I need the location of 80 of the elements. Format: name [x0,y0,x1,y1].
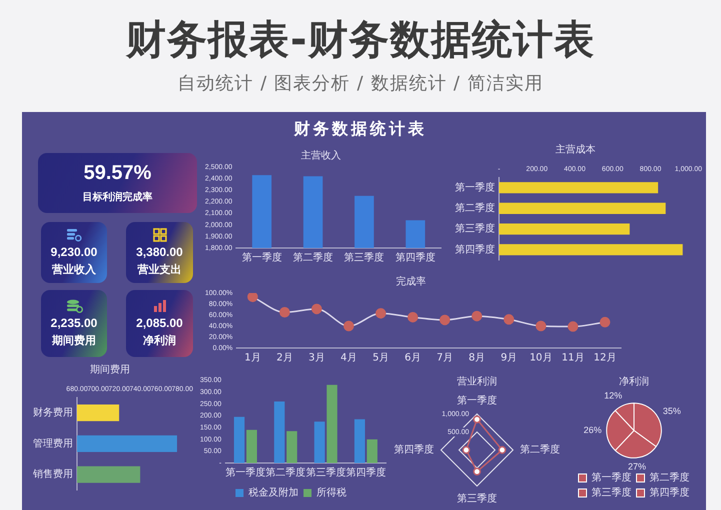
chart-title: 主营收入 [301,150,341,162]
y-tick-label: 销售费用 [32,468,73,480]
bar [499,202,666,214]
bar [326,384,338,463]
legend-label: 第四季度 [650,486,690,499]
data-label: 12% [604,390,622,400]
chart-title: 主营成本 [556,144,596,156]
y-tick-label: 第二季度 [455,202,495,214]
x-tick-label: 2月 [276,352,293,364]
point [536,320,546,332]
data-label: 35% [662,406,681,416]
x-tick-label: 1月 [244,352,261,364]
x-tick-label: 第四季度 [346,466,386,479]
y-tick-label: 第三季度 [455,222,495,235]
chart-title: 期间费用 [90,364,130,376]
point [504,314,514,325]
point [408,312,418,322]
point [343,320,354,332]
text: 财务数据统计表 [294,119,427,138]
y-tick-label: 第四季度 [455,243,495,256]
x-tick-label: 第一季度 [242,252,282,264]
text: 营业收入 [52,263,96,277]
x-tick-label: 第一季度 [225,466,266,479]
x-tick-label: 9月 [500,352,518,364]
bar [314,422,325,463]
point [376,308,386,319]
x-tick-label: 第二季度 [266,466,306,479]
legend-label: 第三季度 [592,486,632,499]
data-label: 27% [628,462,646,472]
bar [366,439,378,463]
y-tick-label: 财务费用 [33,406,73,418]
x-tick-label: 第四季度 [395,252,436,264]
bar [286,431,298,463]
text: 目标利润完成率 [82,191,152,205]
text: 净利润 [143,334,176,348]
spoke-label: 第二季度 [520,444,560,456]
x-tick-label: 12月 [594,352,616,364]
text: 2,235.00 [50,316,98,331]
bar [499,223,630,235]
y-tick-label: 管理费用 [33,437,73,450]
x-tick-label: 第三季度 [344,252,384,264]
bar [274,401,285,463]
x-tick-label: 5月 [372,352,389,364]
bar [234,416,245,463]
spoke-label: 第四季度 [394,444,434,456]
x-tick-label: 4月 [340,352,357,364]
text: 2,085.00 [136,316,183,331]
x-tick-label: 7月 [436,352,454,364]
x-tick-label: 3月 [308,352,325,364]
point [472,310,482,322]
x-tick-label: 11月 [562,352,584,364]
text: 营业支出 [138,263,182,277]
bar [246,430,257,463]
point [279,307,290,318]
bar [499,244,683,256]
text: 自动统计 / 图表分析 / 数据统计 / 简洁实用 [178,73,544,94]
text: 财务报表-财务数据统计表 [126,17,595,63]
legend-label: 所得税 [316,486,346,499]
y-tick-label: 第一季度 [455,181,495,194]
x-tick-label: 8月 [468,352,486,364]
point [247,293,258,302]
bar [499,182,658,194]
legend-label: 税金及附加 [248,486,298,499]
point [311,304,322,314]
bar [354,419,365,463]
chart-title: 营业利润 [457,376,497,388]
text: 9,230.00 [50,245,98,260]
x-tick-label: 10月 [530,352,552,364]
x-tick-label: 第二季度 [293,252,334,264]
x-tick-label: 6月 [404,352,421,364]
data-label: 26% [584,424,602,435]
text: 3,380.00 [136,245,183,260]
text: 期间费用 [52,334,96,348]
text: 59.57% [84,161,152,185]
point [440,314,450,326]
point [600,316,610,328]
chart-title: 净利润 [619,376,649,388]
x-tick-label: 第三季度 [306,466,346,479]
point [568,321,578,332]
chart-title: 完成率 [396,276,426,288]
